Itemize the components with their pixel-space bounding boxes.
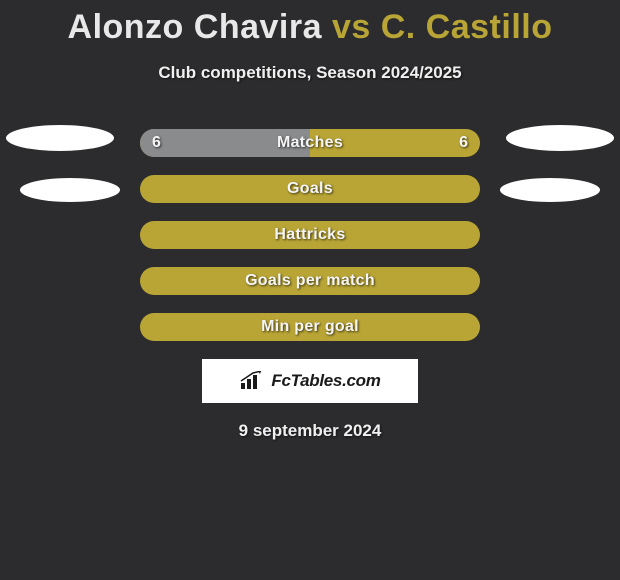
player1-photo-placeholder: [6, 125, 114, 151]
stat-label: Matches: [140, 129, 480, 157]
stat-row: Matches6 6: [140, 129, 480, 157]
player1-badge-placeholder: [20, 178, 120, 202]
player2-badge-placeholder: [500, 178, 600, 202]
player2-name: C. Castillo: [381, 8, 553, 46]
stat-row: Goals per match: [140, 267, 480, 295]
stat-label: Goals per match: [140, 267, 480, 295]
date-text: 9 september 2024: [0, 421, 620, 441]
brand-text: FcTables.com: [271, 371, 380, 391]
subtitle: Club competitions, Season 2024/2025: [0, 63, 620, 83]
stat-row: Min per goal: [140, 313, 480, 341]
brand-badge: FcTables.com: [202, 359, 418, 403]
stat-label: Goals: [140, 175, 480, 203]
player2-photo-placeholder: [506, 125, 614, 151]
player1-name: Alonzo Chavira: [68, 8, 322, 46]
stat-value-right: 6: [459, 129, 468, 157]
stat-value-left: 6: [152, 129, 161, 157]
stats-panel: Matches6 6 Goals Hattricks Goals per match Mi…: [140, 129, 480, 341]
chart-icon: [239, 371, 265, 391]
comparison-title: Alonzo Chavira vs C. Castillo: [0, 0, 620, 47]
stat-label: Hattricks: [140, 221, 480, 249]
stat-label: Min per goal: [140, 313, 480, 341]
stat-row: Goals: [140, 175, 480, 203]
vs-text: vs: [332, 8, 371, 46]
stat-row: Hattricks: [140, 221, 480, 249]
